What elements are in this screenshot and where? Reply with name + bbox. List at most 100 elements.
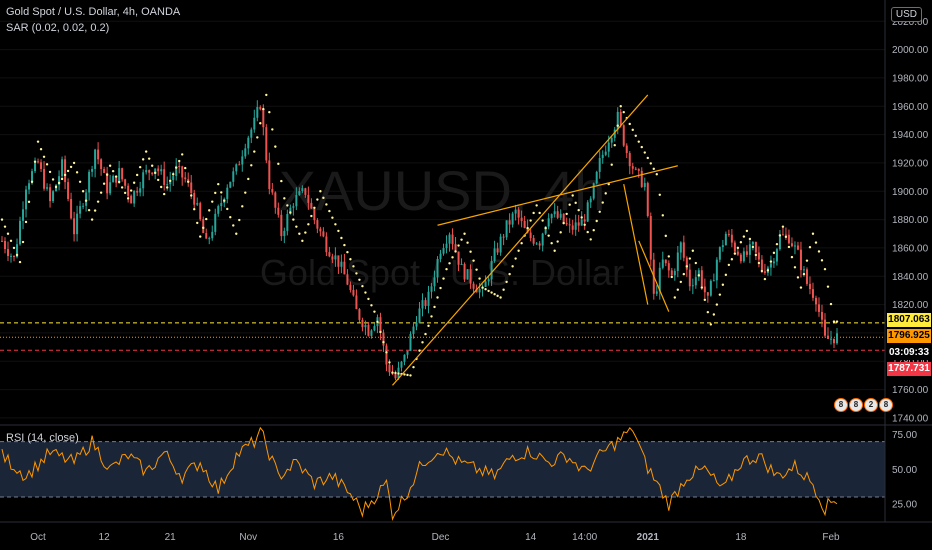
sar-dot [835,320,839,323]
sar-dot [334,223,337,226]
candle-body [226,187,229,199]
sar-dot [253,150,256,153]
candle-body [358,309,361,320]
sar-dot [445,267,448,271]
candle-body [832,338,835,344]
candle-body [274,192,277,208]
sar-dot [472,259,475,262]
sar-dot [559,231,562,234]
candle-body [244,148,247,157]
candle-body [745,251,748,255]
candle-body [718,247,721,260]
event-marker[interactable]: 8 [834,398,848,412]
sar-dot [238,218,241,222]
candle-body [670,270,673,276]
sar-dot [427,324,430,328]
time-tick-label: 16 [333,532,345,543]
sar-dot [808,246,812,249]
candle-body [430,286,433,292]
candle-body [697,270,700,278]
candle-body [130,195,133,204]
sar-dot [421,341,424,344]
sar-dot [69,165,73,169]
candle-body [151,172,154,175]
sar-dot [475,268,478,271]
sar-dot [517,249,520,252]
candle-body [550,214,553,219]
candle-body [67,182,70,200]
sar-dot [313,206,316,209]
price-tick-label: 2020.00 [892,17,929,28]
sar-dot [454,250,457,253]
trend-line[interactable] [392,94,649,386]
sar-dot [739,241,743,244]
candle-body [736,251,739,255]
candle-body [799,249,802,271]
sar-dot [487,289,490,293]
candle-body [586,202,589,222]
event-marker[interactable]: 2 [864,398,878,412]
candle-body [181,166,184,178]
sar-dot [469,250,472,253]
rsi-legend[interactable]: RSI (14, close) [6,432,79,444]
candle-body [388,364,391,373]
candle-body [160,169,163,172]
sar-dot [304,231,307,234]
sar-dot [33,160,37,163]
sar-dot [490,291,493,294]
sar-dot [796,276,800,279]
sar-dot [72,161,76,165]
candle-body [379,317,382,333]
trend-line[interactable] [638,240,670,312]
sar-dot [829,302,833,306]
sar-dot [66,169,70,173]
rsi-line [1,426,838,521]
sar-dot [51,178,55,181]
candle-body [238,164,241,166]
candle-body [247,137,250,149]
candle-body [34,161,37,172]
sar-dot [126,197,130,200]
symbol-legend[interactable]: Gold Spot / U.S. Dollar, 4h, OANDA [6,6,181,18]
rsi-tick-label: 50.00 [892,465,917,476]
candle-body [529,232,532,239]
candle-body [76,213,79,235]
sar-legend[interactable]: SAR (0.02, 0.02, 0.2) [6,22,110,34]
candle-body [784,234,787,236]
trend-line[interactable] [623,184,649,305]
sar-dot [424,332,427,336]
sar-dot [541,219,544,222]
sar-dot [568,203,571,206]
sar-dot [193,207,196,211]
candle-body [571,225,574,230]
candle-body [646,183,649,216]
candle-body [349,284,352,290]
sar-dot [658,193,661,196]
candle-body [592,183,595,199]
currency-button[interactable]: USD [890,7,922,22]
sar-dot [577,208,580,212]
sar-dot [217,182,220,186]
event-marker[interactable]: 8 [879,398,893,412]
sar-dot [63,173,67,177]
sar-dot [138,165,142,169]
candle-body [127,185,130,196]
candle-body [724,233,727,246]
sar-dot [111,169,115,173]
candle-body [295,195,298,207]
candle-body [103,169,106,173]
sar-dot [646,156,649,160]
trend-line[interactable] [437,165,678,226]
event-marker[interactable]: 8 [849,398,863,412]
sar-dot [442,277,445,280]
candle-body [457,251,460,265]
sar-dot [325,203,328,206]
sar-dot [159,185,163,189]
candle-body [703,286,706,293]
low-price-tag: 1787.731 [887,362,931,376]
candle-body [355,295,358,310]
price-tick-label: 1940.00 [892,130,929,141]
candle-body [526,227,529,233]
